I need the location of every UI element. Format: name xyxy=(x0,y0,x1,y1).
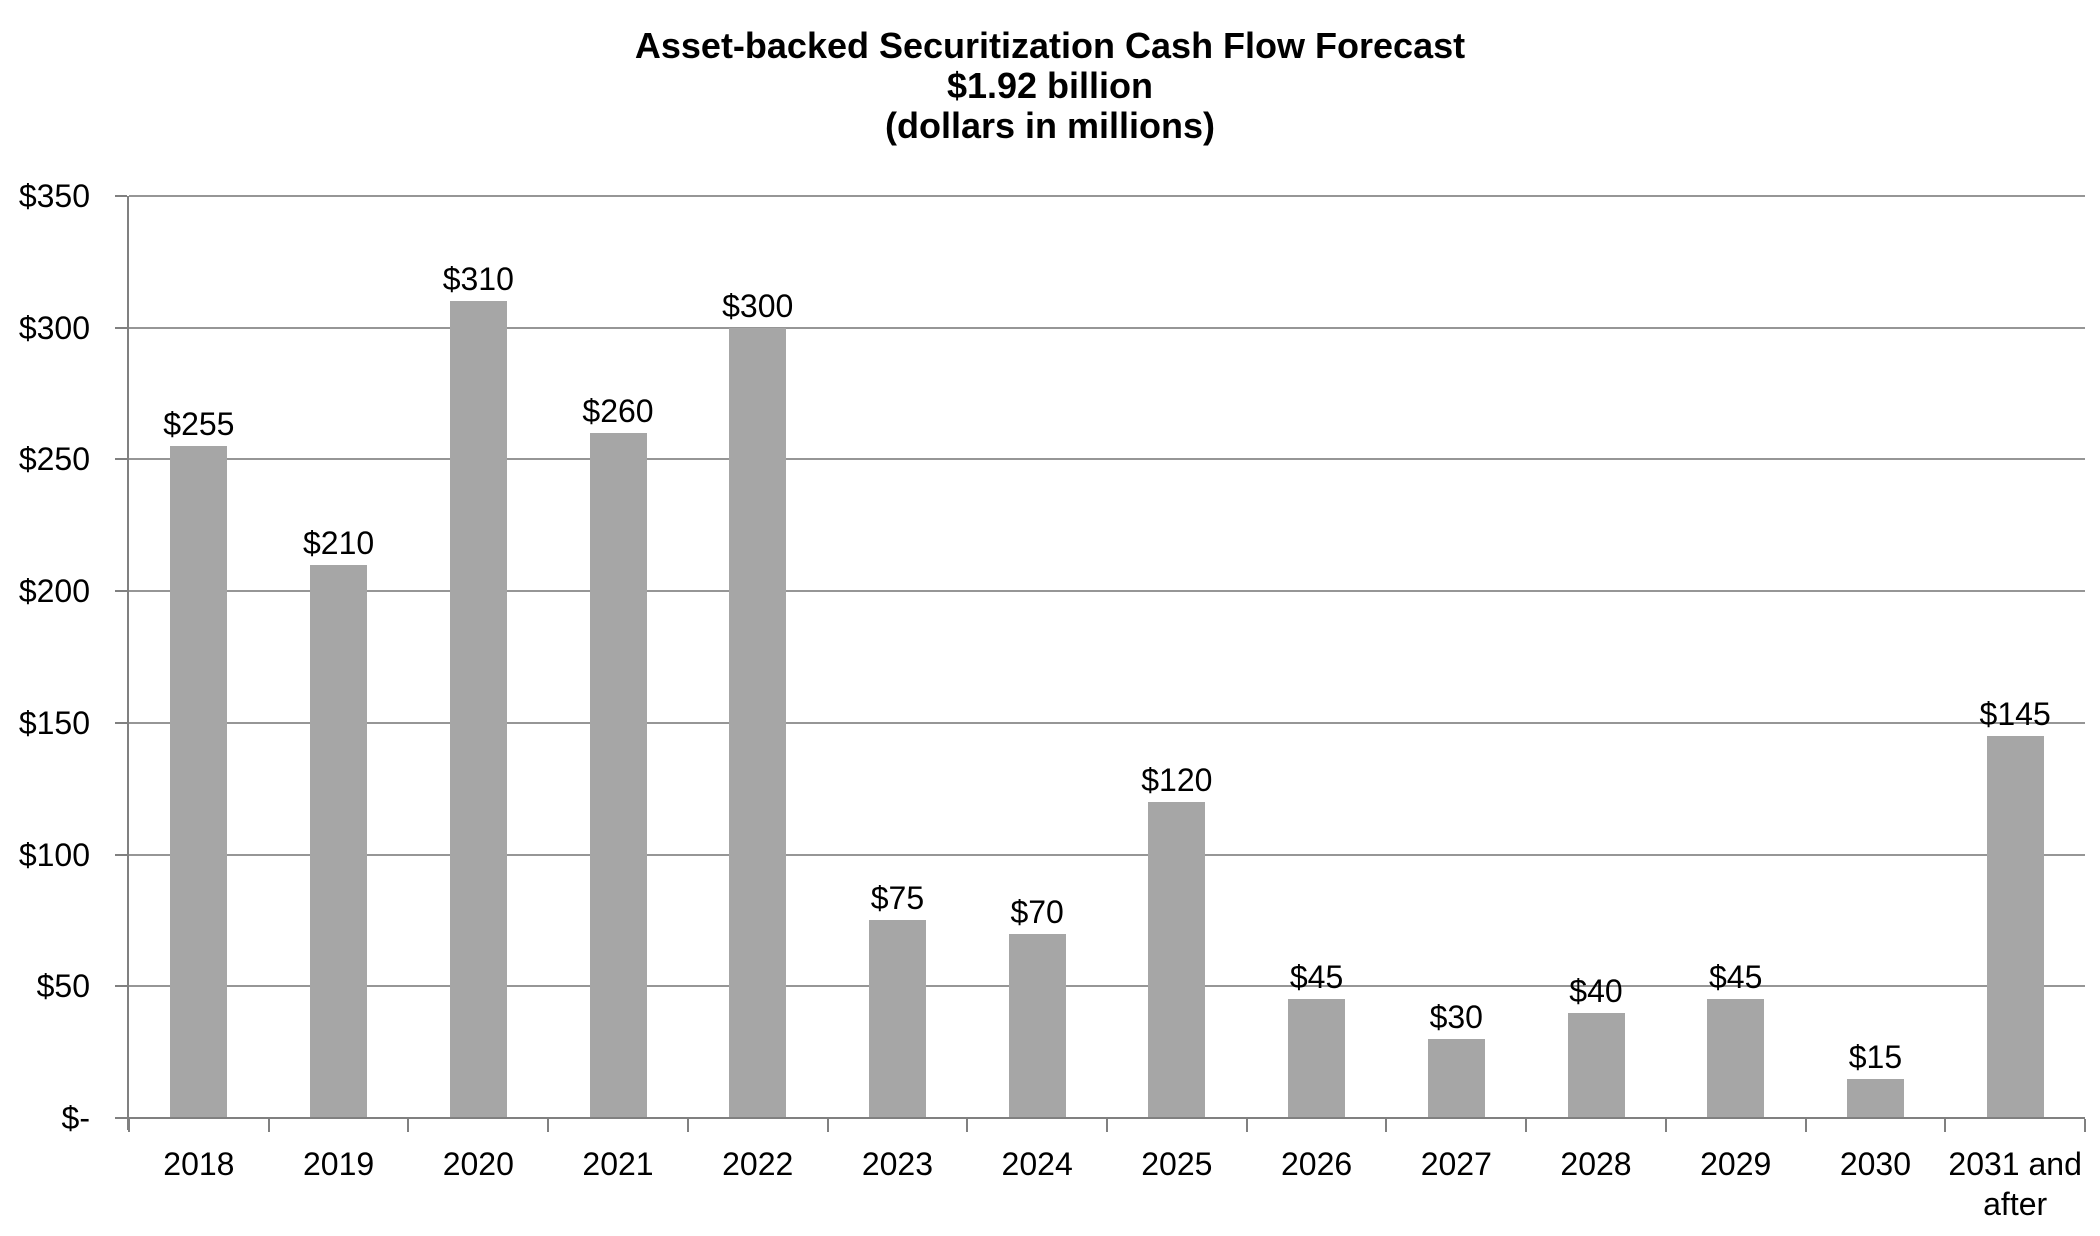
y-tick xyxy=(115,590,127,593)
x-axis-line xyxy=(115,1117,2085,1119)
y-tick xyxy=(115,195,127,197)
bar-value-label: $45 xyxy=(1709,959,1763,996)
bar xyxy=(449,301,507,1118)
chart-title-line3: (dollars in millions) xyxy=(884,105,1216,146)
y-tick xyxy=(115,326,127,329)
bar xyxy=(868,920,926,1118)
x-tick xyxy=(128,1119,130,1132)
x-category-label: 2025 xyxy=(1141,1146,1213,1182)
x-tick xyxy=(547,1119,550,1132)
bar xyxy=(1846,1078,1904,1118)
x-category-label: 2020 xyxy=(442,1146,514,1182)
x-category-label: 2029 xyxy=(1700,1146,1772,1182)
bar-value-label: $40 xyxy=(1569,972,1623,1009)
y-tick xyxy=(115,721,127,724)
x-category-label: 2018 xyxy=(163,1146,235,1182)
gridline xyxy=(129,458,2085,461)
bar xyxy=(1148,801,1206,1118)
y-tick-label: $- xyxy=(61,1100,90,1136)
x-category-label: 2030 xyxy=(1839,1146,1912,1182)
bar-value-label: $75 xyxy=(870,880,925,917)
bar xyxy=(1288,999,1346,1118)
chart-title: Asset-backed Securitization Cash Flow Fo… xyxy=(0,26,2100,146)
x-tick xyxy=(1525,1119,1528,1132)
gridline xyxy=(129,721,2085,724)
bar-value-label: $210 xyxy=(302,524,375,561)
bar xyxy=(1567,1012,1625,1118)
bar xyxy=(729,327,787,1118)
bar-value-label: $145 xyxy=(1979,696,2051,733)
bar-value-label: $120 xyxy=(1141,761,1213,798)
y-tick xyxy=(115,458,127,461)
y-tick-label: $300 xyxy=(18,309,90,346)
x-category-label: 2023 xyxy=(861,1146,934,1182)
bar-value-label: $260 xyxy=(582,393,654,430)
y-tick xyxy=(115,853,127,856)
y-tick-label: $250 xyxy=(18,441,90,478)
bar-value-label: $70 xyxy=(1010,893,1064,930)
x-tick xyxy=(267,1119,270,1132)
bar xyxy=(1986,736,2044,1118)
gridline xyxy=(129,326,2085,329)
x-tick xyxy=(1944,1119,1947,1132)
x-tick xyxy=(2084,1119,2086,1132)
x-tick xyxy=(1385,1119,1388,1132)
plot-area: $255 2018 $210 2019 $310 2020 $260 2021 $300 2022… xyxy=(115,195,2086,1222)
y-tick-label: $200 xyxy=(18,573,90,610)
bar xyxy=(170,446,228,1118)
gridline xyxy=(129,590,2085,593)
y-tick-label: $50 xyxy=(36,968,90,1005)
y-tick-label: $100 xyxy=(18,836,90,873)
bar-value-label: $45 xyxy=(1289,959,1344,996)
x-tick xyxy=(407,1119,410,1132)
x-category-label: 2022 xyxy=(722,1146,794,1182)
x-category-label: 2019 xyxy=(302,1146,375,1182)
x-tick xyxy=(826,1119,829,1132)
gridline xyxy=(129,195,2085,197)
bar-value-label: $310 xyxy=(442,261,514,298)
x-category-label: 2026 xyxy=(1280,1146,1353,1182)
x-tick xyxy=(686,1119,689,1132)
bar-value-label: $15 xyxy=(1848,1038,1903,1075)
y-axis-labels: $350 $300 $250 $200 $150 $100 $50 $- xyxy=(0,178,90,1146)
x-category-label: 2021 xyxy=(582,1146,654,1182)
bar xyxy=(589,433,647,1118)
bar-value-label: $30 xyxy=(1429,998,1483,1035)
x-category-label: 2027 xyxy=(1420,1146,1492,1182)
x-category-label: 2028 xyxy=(1560,1146,1632,1182)
x-category-label: 2024 xyxy=(1001,1146,1073,1182)
y-axis-line xyxy=(127,196,129,1130)
bar-value-label: $255 xyxy=(163,406,235,443)
x-tick xyxy=(966,1119,969,1132)
bar xyxy=(1008,933,1066,1118)
bar xyxy=(1427,1038,1485,1118)
x-category-label: 2031 and after xyxy=(1948,1146,2082,1222)
gridline xyxy=(129,853,2085,856)
bar-value-label: $300 xyxy=(722,287,794,324)
x-tick xyxy=(1664,1119,1667,1132)
y-tick xyxy=(115,985,127,988)
x-tick xyxy=(1245,1119,1248,1132)
x-tick xyxy=(1106,1119,1108,1132)
chart-title-line1: Asset-backed Securitization Cash Flow Fo… xyxy=(634,25,1466,66)
y-tick-label: $350 xyxy=(18,178,90,214)
bar xyxy=(1707,999,1765,1118)
gridline xyxy=(129,985,2085,988)
chart-title-line2: $1.92 billion xyxy=(946,65,1154,106)
x-tick xyxy=(1804,1119,1807,1132)
bar xyxy=(310,564,368,1118)
y-tick-label: $150 xyxy=(18,704,90,741)
